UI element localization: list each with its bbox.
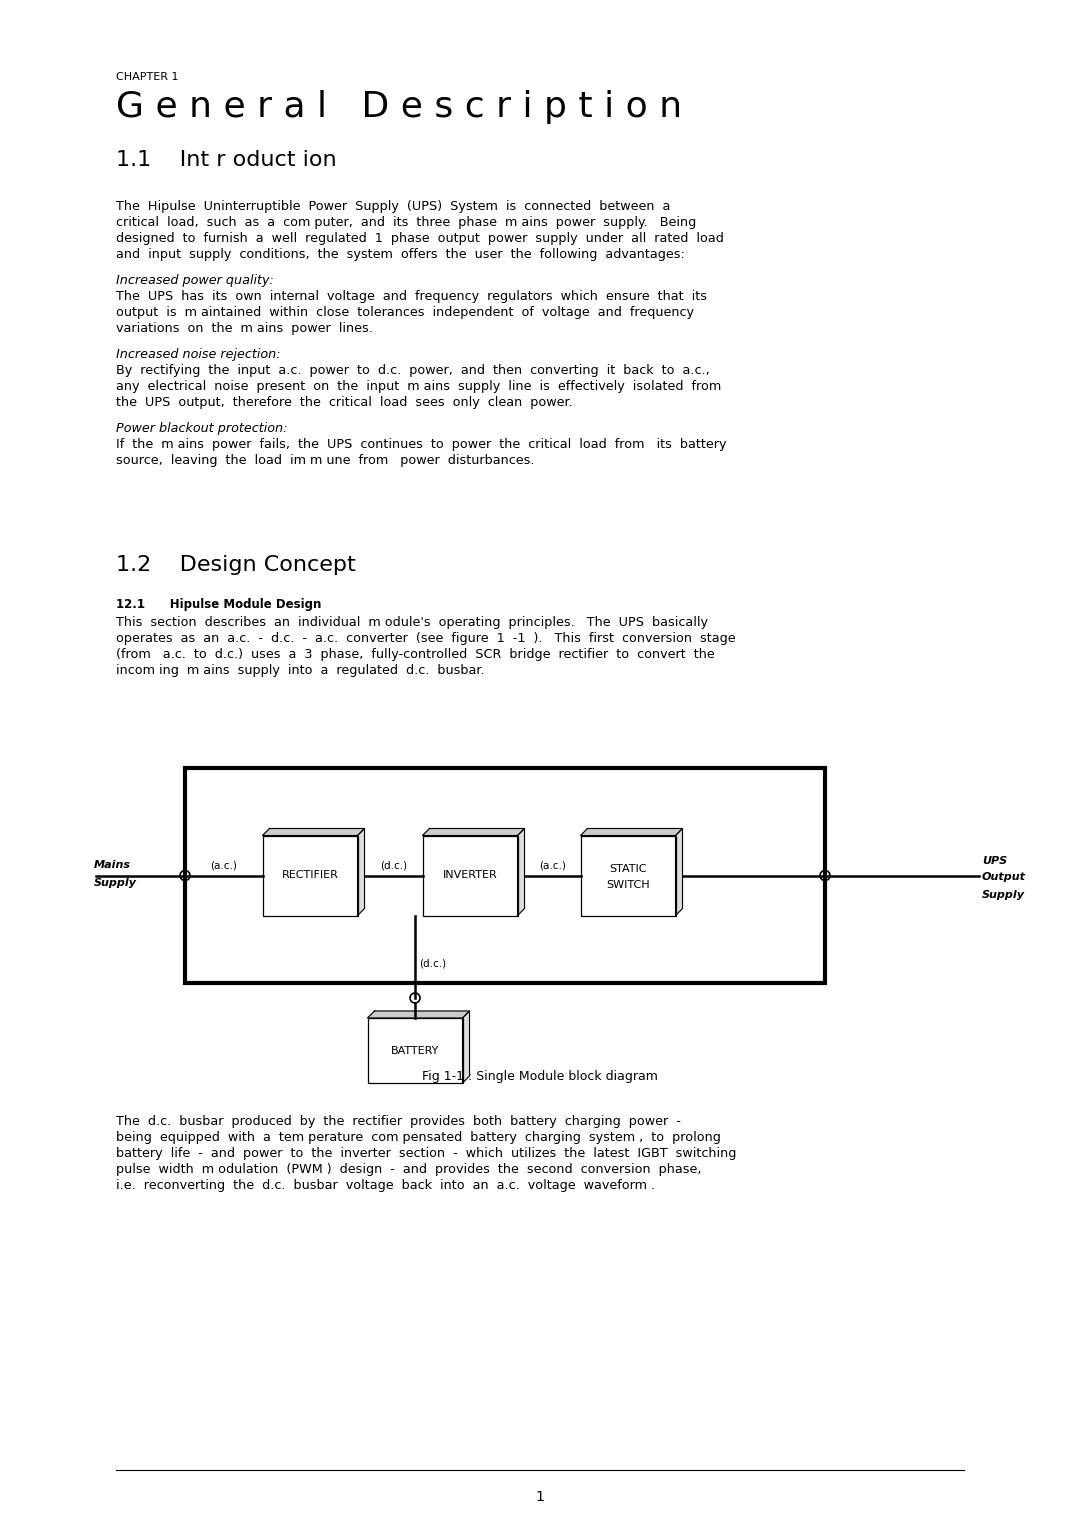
Text: and  input  supply  conditions,  the  system  offers  the  user  the  following : and input supply conditions, the system … [116,248,685,261]
Text: 1.1    Int r oduct ion: 1.1 Int r oduct ion [116,150,337,170]
Bar [422,836,517,915]
Text: variations  on  the  m ains  power  lines.: variations on the m ains power lines. [116,322,373,335]
Bar [185,769,825,983]
Polygon shape [422,828,525,836]
Text: G e n e r a l   D e s c r i p t i o n: G e n e r a l D e s c r i p t i o n [116,90,683,124]
Text: incom ing  m ains  supply  into  a  regulated  d.c.  busbar.: incom ing m ains supply into a regulated… [116,665,485,677]
Polygon shape [367,1012,470,1018]
Polygon shape [675,828,683,915]
Polygon shape [517,828,525,915]
Text: STATIC: STATIC [609,863,647,874]
Text: Increased noise rejection:: Increased noise rejection: [116,348,281,361]
Text: battery  life  -  and  power  to  the  inverter  section  -  which  utilizes  th: battery life - and power to the inverter… [116,1148,737,1160]
Text: BATTERY: BATTERY [391,1045,440,1056]
Text: CHAPTER 1: CHAPTER 1 [116,72,178,83]
Text: i.e.  reconverting  the  d.c.  busbar  voltage  back  into  an  a.c.  voltage  w: i.e. reconverting the d.c. busbar voltag… [116,1180,656,1192]
Text: 1: 1 [536,1490,544,1504]
Text: UPS: UPS [982,856,1008,865]
Text: Output: Output [982,871,1026,882]
Text: Mains: Mains [94,860,131,871]
Text: (d.c.): (d.c.) [419,958,446,969]
Text: (a.c.): (a.c.) [211,860,238,871]
Text: Increased power quality:: Increased power quality: [116,274,273,287]
Text: By  rectifying  the  input  a.c.  power  to  d.c.  power,  and  then  converting: By rectifying the input a.c. power to d.… [116,364,710,377]
Bar [262,836,357,915]
Text: the  UPS  output,  therefore  the  critical  load  sees  only  clean  power.: the UPS output, therefore the critical l… [116,396,572,410]
Text: any  electrical  noise  present  on  the  input  m ains  supply  line  is  effec: any electrical noise present on the inpu… [116,380,721,393]
Text: INVERTER: INVERTER [443,871,498,880]
Text: Fig 1-1 : Single Module block diagram: Fig 1-1 : Single Module block diagram [422,1070,658,1083]
Text: output  is  m aintained  within  close  tolerances  independent  of  voltage  an: output is m aintained within close toler… [116,306,694,319]
Text: Supply: Supply [982,889,1025,900]
Text: source,  leaving  the  load  im m une  from   power  disturbances.: source, leaving the load im m une from p… [116,454,535,468]
Bar [581,836,675,915]
Bar [367,1018,462,1083]
Text: RECTIFIER: RECTIFIER [282,871,338,880]
Text: operates  as  an  a.c.  -  d.c.  -  a.c.  converter  (see  figure  1  -1  ).   T: operates as an a.c. - d.c. - a.c. conver… [116,633,735,645]
Text: SWITCH: SWITCH [606,880,650,889]
Text: The  d.c.  busbar  produced  by  the  rectifier  provides  both  battery  chargi: The d.c. busbar produced by the rectifie… [116,1115,680,1128]
Polygon shape [357,828,365,915]
Text: Supply: Supply [94,879,137,888]
Text: Power blackout protection:: Power blackout protection: [116,422,287,435]
Text: This  section  describes  an  individual  m odule's  operating  principles.   Th: This section describes an individual m o… [116,616,708,630]
Text: (from   a.c.  to  d.c.)  uses  a  3  phase,  fully-controlled  SCR  bridge  rect: (from a.c. to d.c.) uses a 3 phase, full… [116,648,715,662]
Text: critical  load,  such  as  a  com puter,  and  its  three  phase  m ains  power : critical load, such as a com puter, and … [116,215,697,229]
Text: designed  to  furnish  a  well  regulated  1  phase  output  power  supply  unde: designed to furnish a well regulated 1 p… [116,232,724,244]
Polygon shape [262,828,365,836]
Text: The  Hipulse  Uninterruptible  Power  Supply  (UPS)  System  is  connected  betw: The Hipulse Uninterruptible Power Supply… [116,200,671,212]
Polygon shape [462,1012,470,1083]
Text: being  equipped  with  a  tem perature  com pensated  battery  charging  system : being equipped with a tem perature com p… [116,1131,720,1144]
Polygon shape [581,828,683,836]
Text: 12.1      Hipulse Module Design: 12.1 Hipulse Module Design [116,597,322,611]
Text: 1.2    Design Concept: 1.2 Design Concept [116,555,355,575]
Text: If  the  m ains  power  fails,  the  UPS  continues  to  power  the  critical  l: If the m ains power fails, the UPS conti… [116,439,727,451]
Text: (d.c.): (d.c.) [380,860,407,871]
Text: The  UPS  has  its  own  internal  voltage  and  frequency  regulators  which  e: The UPS has its own internal voltage and… [116,290,707,303]
Text: pulse  width  m odulation  (PWM )  design  -  and  provides  the  second  conver: pulse width m odulation (PWM ) design - … [116,1163,702,1177]
Text: (a.c.): (a.c.) [539,860,566,871]
